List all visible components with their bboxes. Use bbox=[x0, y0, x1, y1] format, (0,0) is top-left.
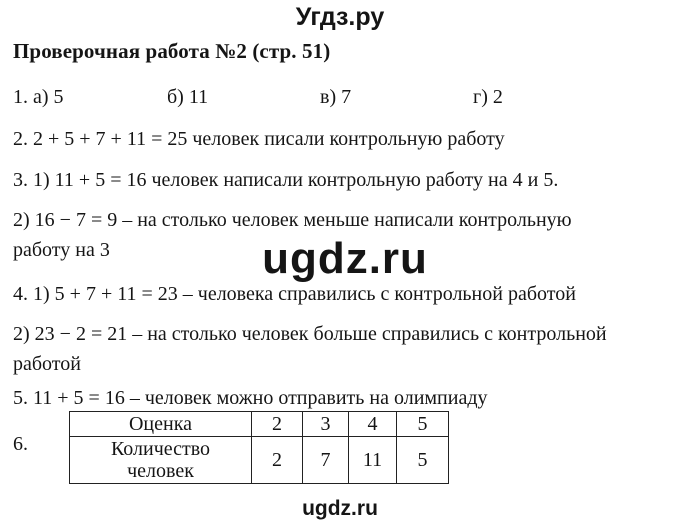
footer-watermark: ugdz.ru bbox=[302, 497, 378, 520]
task6-number: 6. bbox=[13, 433, 28, 455]
task1-answer-v: в) 7 bbox=[320, 86, 352, 108]
task3-part2-line1: 2) 16 − 7 = 9 – на столько человек меньш… bbox=[13, 209, 572, 231]
table-row-counts: Количество человек 2 7 11 5 bbox=[69, 436, 449, 484]
task1-answer-b: б) 11 bbox=[167, 86, 209, 108]
table-header-count-line2: человек bbox=[127, 460, 194, 482]
task3-answer-part1: 3. 1) 11 + 5 = 16 человек написали контр… bbox=[13, 169, 559, 191]
table-cell-count: 11 bbox=[348, 436, 397, 484]
table-cell-grade: 3 bbox=[302, 411, 349, 437]
page-title: Проверочная работа №2 (стр. 51) bbox=[13, 39, 331, 63]
task5-answer: 5. 11 + 5 = 16 – человек можно отправить… bbox=[13, 387, 488, 409]
task3-part2-line2: работу на 3 bbox=[13, 239, 110, 261]
task4-answer-part1: 4. 1) 5 + 7 + 11 = 23 – человека справил… bbox=[13, 283, 576, 305]
task4-answer-part2: 2) 23 − 2 = 21 – на столько человек боль… bbox=[13, 319, 607, 379]
table-cell-count: 2 bbox=[251, 436, 303, 484]
table-cell-grade: 4 bbox=[348, 411, 397, 437]
task4-part2-line1: 2) 23 − 2 = 21 – на столько человек боль… bbox=[13, 323, 607, 345]
site-header-watermark: Угдз.ру bbox=[295, 3, 385, 31]
grades-table: Оценка 2 3 4 5 Количество человек 2 7 11… bbox=[69, 411, 449, 484]
table-cell-grade: 2 bbox=[251, 411, 303, 437]
task2-answer: 2. 2 + 5 + 7 + 11 = 25 человек писали ко… bbox=[13, 128, 505, 150]
task1-answer-a: 1. а) 5 bbox=[13, 86, 64, 108]
task3-answer-part2: 2) 16 − 7 = 9 – на столько человек меньш… bbox=[13, 205, 572, 265]
task4-part2-line2: работой bbox=[13, 353, 81, 375]
task1-answer-g: г) 2 bbox=[473, 86, 503, 108]
table-cell-grade: 5 bbox=[396, 411, 449, 437]
task1-answers-row: 1. а) 5 б) 11 в) 7 г) 2 bbox=[0, 86, 680, 110]
table-cell-count: 7 bbox=[302, 436, 349, 484]
table-header-count: Количество человек bbox=[69, 436, 252, 484]
table-header-count-line1: Количество bbox=[110, 438, 211, 460]
center-watermark: ugdz.ru bbox=[262, 234, 428, 283]
table-row-grades: Оценка 2 3 4 5 bbox=[69, 411, 449, 437]
table-header-grade: Оценка bbox=[69, 411, 252, 437]
table-cell-count: 5 bbox=[396, 436, 449, 484]
